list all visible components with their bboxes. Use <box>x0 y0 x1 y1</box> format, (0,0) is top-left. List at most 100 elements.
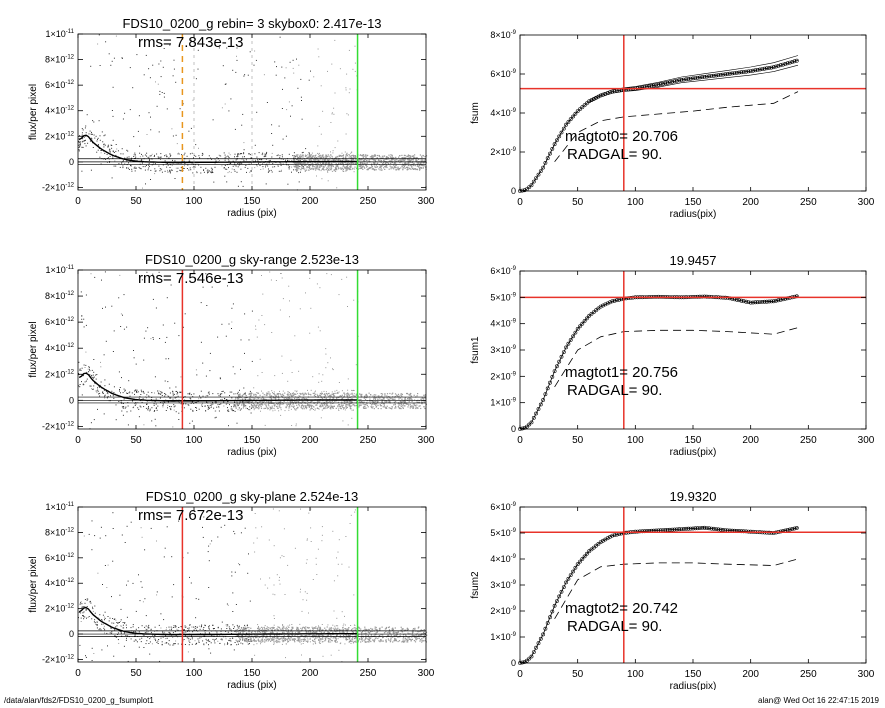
data-point <box>80 369 82 371</box>
data-point <box>302 168 304 170</box>
data-point <box>398 403 400 405</box>
data-point <box>82 138 84 140</box>
data-point <box>253 394 255 396</box>
data-point <box>331 407 333 409</box>
data-point <box>341 167 343 169</box>
data-point <box>247 400 250 402</box>
data-point <box>308 79 310 81</box>
data-point <box>172 426 174 428</box>
data-point <box>224 157 226 159</box>
data-point <box>223 405 225 407</box>
data-point <box>316 166 318 168</box>
data-point <box>249 154 251 156</box>
data-point <box>205 410 207 412</box>
data-point <box>113 330 115 332</box>
data-point <box>188 160 190 162</box>
data-point <box>280 407 282 409</box>
data-point <box>255 527 257 529</box>
data-point <box>304 638 306 640</box>
data-point <box>193 402 195 404</box>
data-point <box>263 407 265 410</box>
data-point <box>154 173 156 175</box>
data-point <box>348 394 350 396</box>
data-point <box>525 424 529 429</box>
data-point <box>93 385 95 387</box>
data-point <box>171 169 173 171</box>
data-point <box>395 160 397 163</box>
data-point <box>234 405 236 408</box>
data-point <box>308 167 311 169</box>
data-point <box>83 364 85 366</box>
data-point <box>219 395 221 397</box>
data-point <box>119 621 121 622</box>
data-point <box>289 400 291 402</box>
data-point <box>280 164 282 166</box>
data-point <box>116 622 118 623</box>
data-point <box>300 588 301 590</box>
data-point <box>120 326 122 327</box>
data-point <box>282 396 284 398</box>
data-point <box>398 398 400 400</box>
data-point <box>318 153 320 155</box>
data-point <box>213 628 215 629</box>
data-point <box>162 406 164 408</box>
x-axis: 0 50 100 150 200 250 300 <box>75 270 435 446</box>
data-point <box>397 403 399 405</box>
data-point <box>245 159 247 161</box>
data-point <box>254 144 256 146</box>
data-point <box>233 169 235 171</box>
data-point <box>360 159 362 161</box>
data-point <box>373 162 375 164</box>
data-point <box>291 166 293 168</box>
data-point <box>248 393 250 395</box>
data-point <box>383 398 385 400</box>
data-point <box>392 158 394 160</box>
data-point <box>351 162 353 164</box>
data-point <box>157 405 159 407</box>
data-point <box>420 167 422 169</box>
data-point <box>297 396 299 399</box>
data-point <box>327 631 329 633</box>
data-point <box>322 156 324 159</box>
data-point <box>390 154 392 156</box>
data-point <box>361 395 363 397</box>
data-point <box>112 155 113 157</box>
data-point <box>206 640 208 642</box>
data-point <box>340 168 342 170</box>
data-point <box>208 391 210 393</box>
data-point <box>162 632 164 634</box>
data-point <box>364 160 366 162</box>
data-point <box>114 635 116 637</box>
data-point <box>174 405 176 407</box>
data-point <box>346 404 348 406</box>
data-point <box>172 627 174 628</box>
data-point <box>133 640 135 642</box>
data-point <box>195 407 196 408</box>
data-point <box>104 629 106 631</box>
data-point <box>183 629 185 631</box>
data-point <box>398 404 400 406</box>
data-point <box>212 393 214 395</box>
data-point <box>297 393 299 395</box>
data-point <box>246 171 247 173</box>
data-point <box>404 397 406 399</box>
data-point <box>141 162 143 164</box>
data-point <box>81 367 83 369</box>
data-point <box>151 392 153 394</box>
data-point <box>114 629 116 631</box>
data-point <box>128 169 130 170</box>
data-point <box>236 171 238 173</box>
data-point <box>332 637 334 639</box>
y-tick-label: 0 <box>511 424 516 434</box>
data-point <box>244 313 246 315</box>
data-point <box>169 153 171 155</box>
data-point <box>332 627 334 629</box>
data-point <box>248 339 250 341</box>
data-point <box>242 403 244 405</box>
data-point <box>156 105 158 107</box>
data-point <box>349 165 351 167</box>
data-point <box>313 393 315 395</box>
data-point <box>294 157 296 159</box>
data-point <box>256 537 258 539</box>
data-point <box>343 392 345 394</box>
